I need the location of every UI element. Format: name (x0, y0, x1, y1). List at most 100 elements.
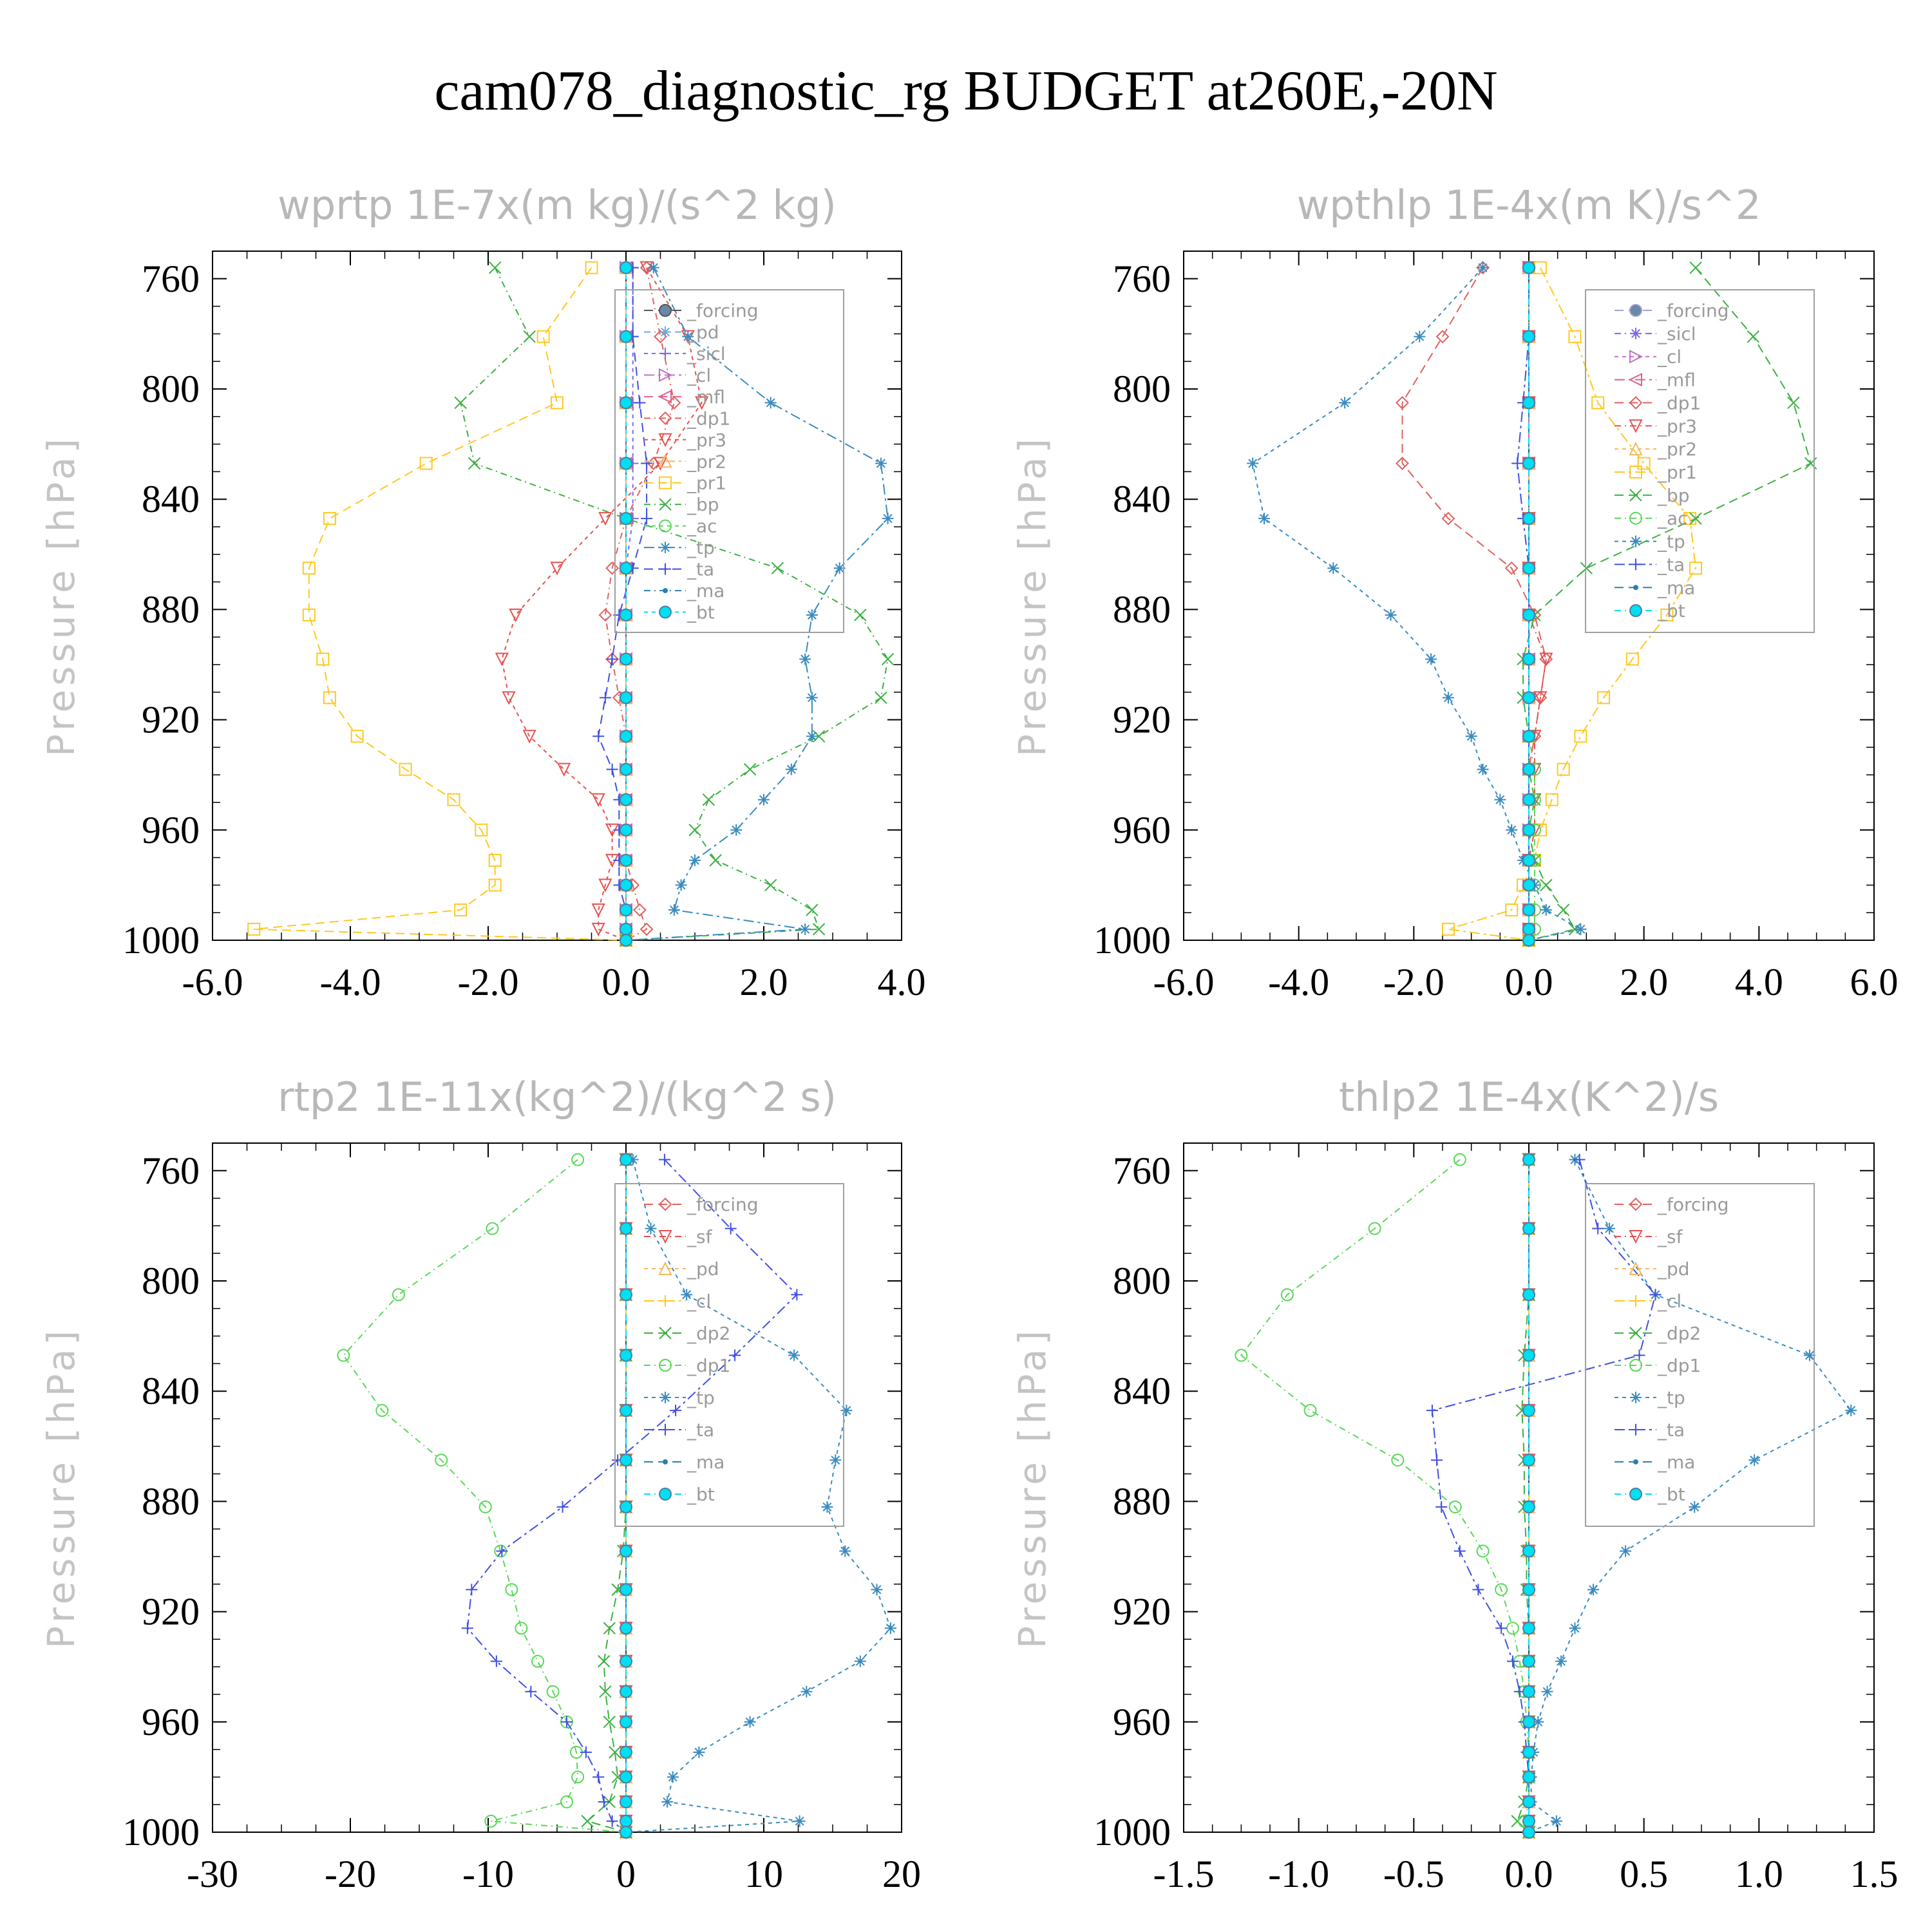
legend-marker (659, 326, 671, 338)
data-point-pr1 (419, 457, 433, 470)
legend-marker (658, 390, 672, 404)
series-line-tp (1528, 1159, 1852, 1833)
data-point-tp (758, 793, 770, 806)
y-axis-label: Pressure [hPa] (1010, 1327, 1054, 1649)
data-point-dp2 (598, 1654, 611, 1668)
data-point-bt (620, 562, 632, 575)
data-point-pr1 (1597, 691, 1611, 705)
data-point-bp (1747, 330, 1760, 343)
series-line-pr1 (254, 267, 627, 941)
data-point-bt (620, 878, 632, 892)
y-tick-label: 840 (1113, 478, 1171, 520)
data-point-ta (592, 1771, 605, 1783)
legend-marker (1629, 1230, 1643, 1244)
legend-box (614, 289, 844, 633)
data-point-pr1 (323, 512, 336, 526)
panel-title: rtp2 1E-11x(kg^2)/(kg^2 s) (278, 1074, 837, 1121)
data-point-bt (620, 1745, 632, 1759)
data-point-tp (829, 1454, 842, 1466)
x-tick-label: 4.0 (1735, 961, 1783, 1003)
panel-title: thlp2 1E-4x(K^2)/s (1339, 1074, 1719, 1121)
data-point-dp1 (1396, 457, 1409, 470)
legend-label: _bt (687, 1484, 715, 1505)
data-point-ta (658, 1153, 670, 1166)
x-tick-label: 1.5 (1850, 1853, 1899, 1895)
legend-marker (1629, 511, 1642, 525)
data-point-tp (1569, 1622, 1581, 1634)
data-point-bp (702, 793, 715, 806)
y-tick-label: 1000 (1094, 919, 1171, 961)
data-point-pr1 (1591, 396, 1605, 410)
y-axis-label: Pressure [hPa] (1010, 435, 1054, 757)
y-tick-label: 840 (142, 1370, 200, 1412)
data-point-tp (854, 1655, 866, 1667)
legend-marker (1629, 350, 1643, 364)
legend-label: _tp (687, 1387, 715, 1408)
data-point-tp (730, 824, 743, 836)
data-point-ta (496, 1545, 508, 1557)
y-tick-label: 920 (1113, 699, 1171, 741)
data-point-ta (1472, 1584, 1484, 1596)
y-tick-label: 920 (142, 699, 200, 741)
data-point-tp (668, 904, 680, 916)
data-point-bp (875, 691, 887, 705)
data-point-tp (647, 261, 659, 274)
data-point-pr3 (509, 608, 523, 623)
data-point-bt (1522, 878, 1535, 892)
x-tick-label: 0.0 (1505, 961, 1553, 1003)
data-point-ta (1592, 1222, 1604, 1235)
legend-marker (1629, 304, 1642, 317)
data-point-tp (1477, 763, 1489, 775)
legend-label: _ta (687, 559, 714, 580)
data-point-dp1 (1396, 395, 1409, 410)
legend-label: _ta (1657, 554, 1685, 575)
y-tick-label: 760 (142, 1150, 200, 1192)
data-point-ta (1511, 457, 1524, 469)
series-line-ta (1517, 267, 1530, 940)
legend-marker (659, 368, 673, 383)
data-point-tp (1555, 1655, 1567, 1667)
data-point-tp (799, 923, 811, 935)
series-line-dp2 (586, 1159, 627, 1833)
data-point-dp1 (560, 1795, 573, 1808)
x-tick-label: 1.0 (1735, 1853, 1783, 1895)
data-point-bt (1522, 652, 1535, 666)
y-axis-label: Pressure [hPa] (39, 435, 83, 757)
data-point-bt (620, 922, 632, 936)
legend-marker (659, 1424, 671, 1435)
legend-label: _cl (687, 365, 711, 386)
y-tick-label: 1000 (122, 919, 200, 961)
y-tick-label: 760 (1113, 1150, 1171, 1192)
data-point-bp (688, 824, 701, 837)
data-point-pr3 (495, 652, 509, 667)
data-point-tp (884, 1622, 896, 1634)
data-point-pr1 (1660, 608, 1674, 621)
data-point-bt (620, 1404, 632, 1417)
x-tick-label: -1.5 (1153, 1853, 1215, 1895)
legend-label: _cl (1657, 1291, 1681, 1312)
legend-marker (659, 563, 671, 575)
y-tick-label: 1000 (1094, 1811, 1171, 1853)
y-tick-label: 760 (142, 258, 200, 300)
data-point-bt (620, 1795, 632, 1808)
data-point-ta (599, 692, 611, 704)
y-tick-label: 880 (1113, 1480, 1171, 1522)
legend-marker (663, 1459, 668, 1464)
data-point-bt (1522, 1826, 1535, 1839)
data-point-pr3 (522, 730, 536, 744)
data-point-ta (606, 763, 618, 775)
data-point-bt (1522, 1153, 1535, 1166)
data-point-pr3 (591, 903, 605, 918)
data-point-pr3 (653, 457, 668, 471)
legend-label: _dp1 (1657, 1355, 1701, 1376)
data-point-bt (620, 934, 632, 947)
data-point-bt (1522, 1654, 1535, 1668)
data-point-pr1 (350, 730, 364, 743)
x-tick-label: 20 (882, 1853, 921, 1895)
data-point-dp1 (1435, 330, 1450, 344)
data-point-ta (556, 1501, 569, 1513)
data-point-pr1 (1574, 730, 1587, 743)
data-point-bt (620, 652, 632, 666)
data-point-dp2 (603, 1622, 616, 1634)
